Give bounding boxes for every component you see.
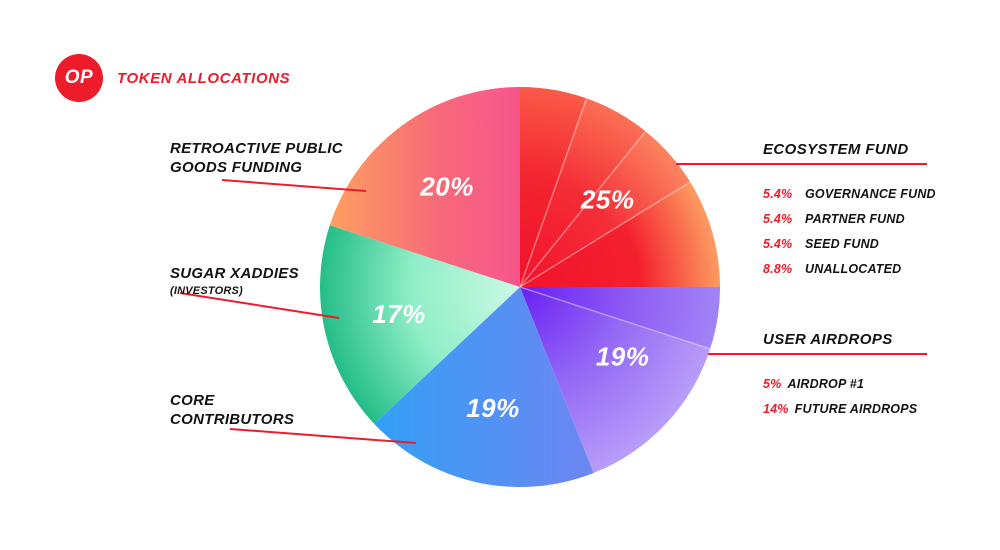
pie-slice-core-contributors (374, 287, 594, 488)
legend-label: FUTURE AIRDROPS (794, 402, 918, 416)
pie-slice-governance-fund (520, 86, 587, 287)
ecosystem-fund-legend: ECOSYSTEM FUND 5.4% GOVERNANCE FUND 5.4% P… (763, 141, 936, 282)
legend-pct: 5.4% (763, 237, 793, 251)
pie-slice-sugar-xaddies-investors- (320, 225, 520, 424)
label-line: SUGAR XADDIES (170, 265, 299, 282)
legend-label: PARTNER FUND (805, 212, 905, 226)
slice-percent-label: 19% (596, 342, 650, 372)
legend-label: AIRDROP #1 (787, 377, 865, 391)
leader-lines (179, 163, 927, 444)
sub-slice-divider (519, 130, 647, 288)
legend-row-seed-fund: 5.4% SEED FUND (763, 232, 936, 257)
legend-label: GOVERNANCE FUND (805, 187, 936, 201)
sub-slice-divider (519, 181, 691, 288)
pie-slice-partner-fund (520, 98, 646, 288)
legend-row-airdrop-1: 5% AIRDROP #1 (763, 372, 917, 397)
pie-slices (320, 86, 720, 488)
legend-row-unallocated: 8.8% UNALLOCATED (763, 257, 936, 282)
label-core-contributors: CORE CONTRIBUTORS (170, 391, 294, 429)
legend-row-governance-fund: 5.4% GOVERNANCE FUND (763, 182, 936, 207)
slice-percent-label: 19% (466, 393, 520, 423)
pie-slice-seed-fund (520, 131, 691, 287)
label-retroactive-public-goods-funding: RETROACTIVE PUBLIC GOODS FUNDING (170, 139, 343, 177)
user-airdrops-legend: USER AIRDROPS 5% AIRDROP #1 14% FUTURE AIR… (763, 331, 917, 422)
label-line: RETROACTIVE PUBLIC (170, 140, 343, 157)
pie-slice-future-airdrops (520, 287, 711, 473)
slice-percent-label: 25% (580, 184, 635, 214)
pie-slice-unallocated (520, 182, 720, 287)
slice-percent-label: 17% (372, 299, 426, 329)
ecosystem-fund-rows: 5.4% GOVERNANCE FUND 5.4% PARTNER FUND 5.4… (763, 182, 936, 282)
legend-pct: 5% (763, 377, 782, 391)
pie-slice-retroactive-public-goods-funding (329, 87, 520, 287)
legend-row-partner-fund: 5.4% PARTNER FUND (763, 207, 936, 232)
legend-row-future-airdrops: 14% FUTURE AIRDROPS (763, 397, 917, 422)
user-airdrops-heading: USER AIRDROPS (763, 331, 893, 348)
label-sugar-xaddies: SUGAR XADDIES (INVESTORS) (170, 264, 299, 299)
sub-slice-divider (519, 286, 711, 350)
label-line: GOODS FUNDING (170, 159, 303, 176)
page-title: TOKEN ALLOCATIONS (117, 70, 291, 87)
leader-line-retroactive (221, 179, 367, 192)
label-line-small: (INVESTORS) (170, 285, 243, 297)
sub-slice-divider (519, 98, 588, 288)
slice-percent-label: 20% (419, 172, 474, 202)
ecosystem-fund-heading: ECOSYSTEM FUND (763, 141, 909, 158)
leader-line-core-contributors (229, 428, 417, 444)
legend-pct: 14% (763, 402, 789, 416)
user-airdrops-rows: 5% AIRDROP #1 14% FUTURE AIRDROPS (763, 372, 917, 422)
percent-labels: 25% 19% 19% 17% 20% (372, 172, 649, 423)
op-logo-text: OP (64, 67, 94, 88)
legend-pct: 8.8% (763, 262, 793, 276)
legend-label: SEED FUND (805, 237, 880, 251)
pie-slice-airdrop-1 (520, 287, 720, 349)
label-line: CONTRIBUTORS (170, 411, 295, 428)
op-logo: OP (55, 54, 103, 102)
leader-line-sugar-xaddies (179, 292, 340, 319)
legend-label: UNALLOCATED (805, 262, 902, 276)
legend-pct: 5.4% (763, 187, 793, 201)
legend-pct: 5.4% (763, 212, 793, 226)
label-line: CORE (170, 392, 215, 409)
